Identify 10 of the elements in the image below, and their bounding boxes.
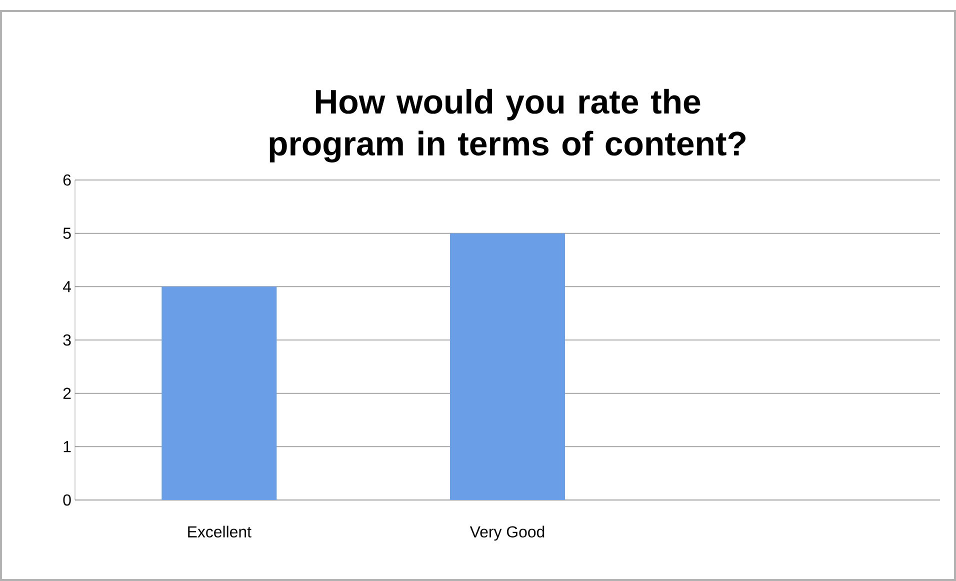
y-tick-label: 0 [63, 494, 71, 506]
y-tick-label: 6 [63, 174, 71, 186]
x-tick-label: Very Good [470, 526, 544, 541]
chart-title: How would you rate the program in terms of content? [270, 88, 746, 162]
x-tick-label: Excellent [188, 526, 252, 538]
y-tick-label: 5 [63, 228, 71, 239]
y-tick-label: 1 [64, 441, 71, 452]
y-tick-label: 3 [63, 334, 71, 346]
y-tick-label: 4 [62, 281, 72, 292]
y-tick-label: 2 [63, 388, 71, 399]
